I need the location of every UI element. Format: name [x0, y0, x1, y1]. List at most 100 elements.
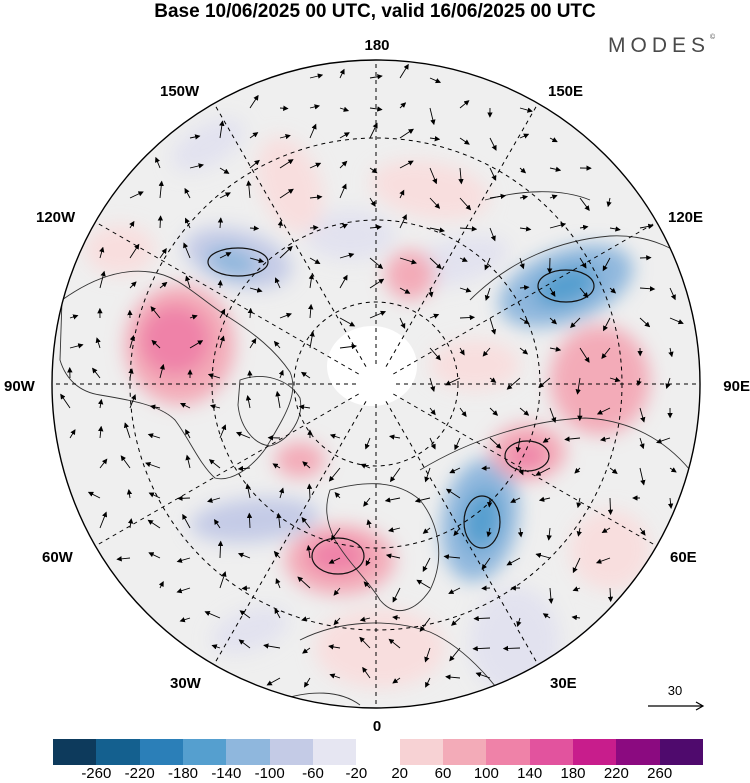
wind-arrow [263, 643, 281, 649]
meridians [52, 60, 700, 708]
wind-arrow [185, 454, 191, 469]
anomaly-region [385, 250, 435, 300]
wind-arrow [309, 225, 319, 231]
wind-arrow [69, 314, 79, 320]
anomaly-region [140, 305, 210, 375]
wind-arrow [99, 458, 108, 469]
colorbar-tick-label: 100 [473, 765, 499, 782]
wind-arrow [157, 215, 164, 229]
wind-arrow [217, 217, 224, 229]
wind-arrow [369, 278, 385, 289]
wind-arrow [576, 497, 582, 509]
wind-arrow [214, 518, 221, 529]
wind-arrow [126, 489, 133, 499]
colorbar-tick-label: 180 [560, 765, 586, 782]
wind-arrow [481, 557, 491, 570]
wind-arrow [129, 220, 135, 229]
wind-arrow [425, 677, 431, 688]
wind-arrow [535, 552, 551, 559]
wind-arrow [99, 246, 105, 259]
contour-low-siberia [537, 269, 595, 303]
wind-arrow [445, 674, 461, 680]
colorbar-swatch [659, 739, 703, 765]
lon-label-120e: 120E [668, 209, 703, 226]
wind-arrow [601, 527, 611, 533]
wind-arrow [518, 467, 524, 476]
wind-arrow [129, 394, 137, 409]
colorbar-tick-label: 60 [434, 765, 452, 782]
wind-arrow [609, 467, 618, 474]
wind-arrow [399, 287, 411, 294]
wind-arrow [217, 540, 224, 559]
wind-arrow [306, 483, 313, 499]
wind-arrow [235, 431, 251, 439]
colorbar-swatch [356, 739, 400, 765]
wind-arrow [669, 467, 677, 473]
wind-arrow [489, 193, 506, 200]
wind-arrow [429, 197, 441, 209]
wind-arrow [339, 183, 347, 199]
lon-label-60e: 60E [670, 549, 697, 566]
colorbar-tick-label: -180 [167, 765, 199, 782]
wind-arrow [489, 227, 496, 242]
wind-arrow [669, 317, 684, 325]
wind-arrow [219, 335, 225, 349]
wind-arrow [209, 404, 221, 410]
wind-arrow [574, 467, 581, 474]
wind-arrow [308, 273, 315, 289]
wind-arrow [237, 552, 251, 559]
wind-arrow [519, 194, 529, 201]
wind-arrow [87, 491, 101, 499]
wind-arrow [309, 162, 322, 169]
wind-arrow [369, 257, 384, 269]
wind-arrow [459, 226, 478, 232]
wind-arrow [388, 527, 401, 533]
wind-arrow [183, 242, 191, 259]
wind-arrow [158, 581, 164, 589]
wind-arrow [364, 437, 371, 450]
wind-arrow [333, 587, 341, 596]
wind-arrow [302, 647, 311, 654]
wind-arrow [609, 377, 621, 383]
anomaly-region [85, 225, 155, 275]
wind-arrow [365, 557, 371, 567]
wind-arrow [369, 197, 376, 207]
wind-arrow [185, 429, 191, 439]
wind-arrow [189, 163, 204, 169]
wind-arrow [60, 393, 71, 409]
wind-arrow [459, 314, 476, 321]
wind-arrow [69, 343, 84, 349]
colorbar-tick-label: 20 [391, 765, 408, 782]
wind-arrow [274, 277, 281, 289]
anomaly-region [206, 246, 258, 278]
lon-label-150e: 150E [548, 83, 583, 100]
wind-arrow [92, 367, 101, 379]
wind-arrow [304, 677, 311, 688]
anomaly-region [509, 442, 545, 470]
wind-arrow [204, 610, 221, 619]
wind-arrow [429, 136, 441, 142]
colorbar-swatch [226, 739, 270, 765]
wind-arrow [459, 347, 465, 356]
wind-arrow [429, 107, 436, 126]
meridian-line [95, 393, 359, 547]
wind-arrow [453, 527, 461, 537]
colorbar-tick-label: -60 [302, 765, 324, 782]
wind-arrow [219, 308, 226, 319]
wind-arrow [339, 343, 357, 350]
wind-arrow [429, 313, 440, 319]
wind-arrow [579, 197, 590, 212]
wind-arrow [151, 339, 161, 349]
colorbar-tick-label: 220 [603, 765, 629, 782]
wind-arrow [669, 287, 676, 301]
colorbar-tick-labels: -260 -220 -180 -140 -100 -60 -20 20 60 100 140 180 2… [0, 765, 750, 783]
wind-arrow [429, 377, 436, 392]
wind-arrow [301, 616, 311, 622]
wind-arrow [309, 104, 320, 110]
wind-arrow [459, 407, 467, 418]
wind-arrow [459, 287, 472, 293]
wind-arrow [176, 557, 191, 563]
wind-arrow [279, 312, 292, 319]
anomaly-region [305, 210, 395, 260]
wind-arrow [519, 107, 533, 113]
